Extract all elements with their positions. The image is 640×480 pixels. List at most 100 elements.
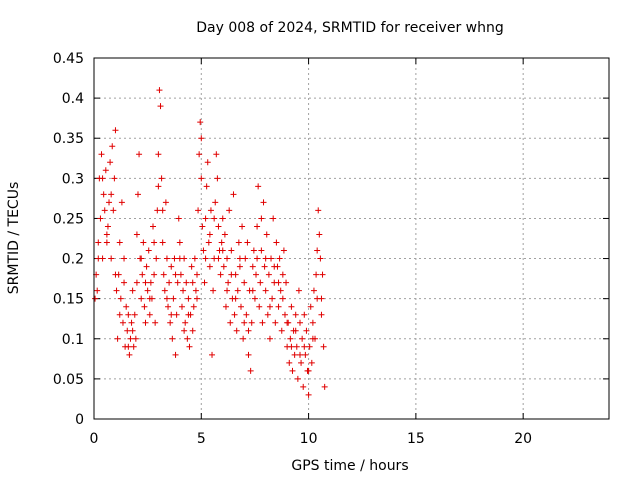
data-point bbox=[107, 159, 114, 166]
data-point bbox=[292, 327, 299, 334]
data-point bbox=[215, 223, 222, 230]
data-point bbox=[220, 263, 227, 270]
data-point bbox=[250, 247, 257, 254]
data-point bbox=[219, 247, 226, 254]
data-point bbox=[310, 287, 317, 294]
data-point bbox=[211, 215, 218, 222]
data-point bbox=[321, 383, 328, 390]
data-point bbox=[176, 239, 183, 246]
data-point bbox=[316, 231, 323, 238]
grid bbox=[94, 58, 609, 419]
data-point bbox=[125, 311, 132, 318]
data-point bbox=[117, 295, 124, 302]
data-point bbox=[173, 311, 180, 318]
data-point bbox=[204, 159, 211, 166]
data-point bbox=[118, 199, 125, 206]
data-point bbox=[189, 327, 196, 334]
data-point bbox=[289, 367, 296, 374]
data-point bbox=[198, 175, 205, 182]
data-point bbox=[231, 311, 238, 318]
data-point bbox=[151, 271, 158, 278]
data-point bbox=[153, 255, 160, 262]
data-point bbox=[206, 231, 213, 238]
data-point bbox=[133, 279, 140, 286]
y-tick-label: 0.35 bbox=[53, 131, 84, 147]
data-point bbox=[262, 287, 269, 294]
data-point bbox=[185, 295, 192, 302]
data-point bbox=[249, 287, 256, 294]
data-point bbox=[279, 271, 286, 278]
data-points bbox=[92, 87, 328, 398]
data-point bbox=[189, 279, 196, 286]
data-point bbox=[245, 351, 252, 358]
data-point bbox=[278, 327, 285, 334]
data-point bbox=[129, 327, 136, 334]
data-point bbox=[203, 183, 210, 190]
data-point bbox=[112, 271, 119, 278]
data-point bbox=[138, 255, 145, 262]
data-point bbox=[226, 207, 233, 214]
data-point bbox=[206, 263, 213, 270]
data-point bbox=[114, 335, 121, 342]
data-point bbox=[241, 319, 248, 326]
data-point bbox=[297, 319, 303, 326]
data-point bbox=[270, 215, 277, 222]
data-point bbox=[236, 263, 243, 270]
data-point bbox=[301, 343, 308, 350]
data-point bbox=[266, 335, 273, 342]
data-point bbox=[287, 335, 294, 342]
data-point bbox=[318, 295, 325, 302]
data-point bbox=[254, 223, 261, 230]
data-point bbox=[279, 295, 286, 302]
data-point bbox=[140, 239, 147, 246]
y-tick-label: 0.1 bbox=[62, 332, 84, 348]
data-point bbox=[308, 359, 315, 366]
data-point bbox=[144, 287, 151, 294]
data-point bbox=[277, 287, 284, 294]
data-point bbox=[262, 255, 269, 262]
data-point bbox=[210, 287, 217, 294]
data-point bbox=[222, 303, 229, 310]
data-point bbox=[163, 295, 170, 302]
data-point bbox=[319, 271, 326, 278]
data-point bbox=[293, 343, 300, 350]
data-point bbox=[196, 151, 203, 158]
data-point bbox=[145, 247, 152, 254]
data-point bbox=[182, 319, 189, 326]
data-point bbox=[302, 351, 309, 358]
data-point bbox=[230, 191, 237, 198]
y-tick-label: 0.4 bbox=[62, 91, 84, 107]
data-point bbox=[142, 279, 149, 286]
data-point bbox=[219, 215, 226, 222]
data-point bbox=[320, 343, 327, 350]
y-tick-label: 0.25 bbox=[53, 211, 84, 227]
y-tick-label: 0 bbox=[75, 412, 84, 428]
data-point bbox=[228, 247, 235, 254]
data-point bbox=[152, 319, 159, 326]
data-point bbox=[318, 311, 325, 318]
data-point bbox=[121, 255, 128, 262]
data-point bbox=[109, 143, 116, 150]
data-point bbox=[280, 247, 287, 254]
data-point bbox=[108, 191, 115, 198]
data-point bbox=[172, 351, 179, 358]
data-point bbox=[202, 215, 209, 222]
data-point bbox=[155, 183, 162, 190]
data-point bbox=[99, 175, 106, 182]
data-point bbox=[121, 279, 128, 286]
data-point bbox=[202, 255, 209, 262]
data-point bbox=[253, 271, 260, 278]
data-point bbox=[275, 303, 282, 310]
x-tick-label: 20 bbox=[514, 431, 532, 447]
data-point bbox=[305, 391, 312, 398]
data-point bbox=[212, 199, 219, 206]
data-point bbox=[224, 255, 231, 262]
data-point bbox=[234, 287, 241, 294]
data-point bbox=[159, 207, 166, 214]
data-point bbox=[200, 247, 207, 254]
x-axis-label: GPS time / hours bbox=[291, 458, 408, 474]
data-point bbox=[192, 287, 199, 294]
data-point bbox=[314, 247, 321, 254]
data-point bbox=[176, 255, 183, 262]
data-point bbox=[235, 239, 242, 246]
